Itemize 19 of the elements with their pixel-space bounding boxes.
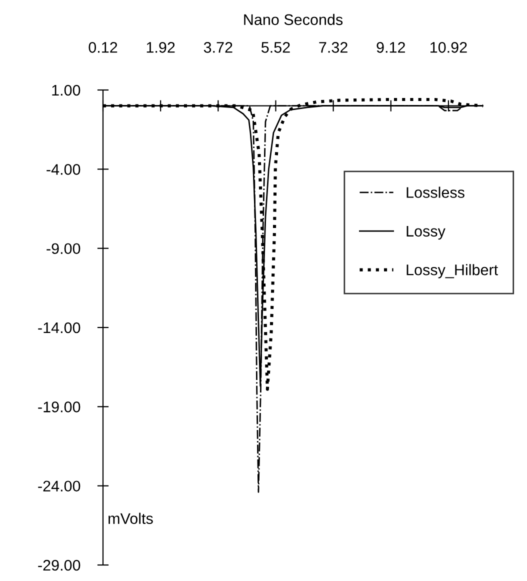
y-tick-label: 1.00 (52, 84, 80, 96)
x-tick-label: 10.92 (430, 42, 467, 53)
x-tick-label: 5.52 (261, 42, 290, 53)
legend-label: Lossless (406, 186, 464, 198)
x-tick-label: 1.92 (146, 42, 175, 53)
legend-label: Lossy (406, 226, 446, 240)
y-tick-label: -9.00 (46, 243, 80, 254)
y-tick-label: -19.00 (38, 402, 80, 412)
y-tick-label: -24.00 (38, 480, 80, 492)
x-tick-label: 7.32 (319, 42, 348, 53)
y-tick-label: -29.00 (38, 560, 80, 571)
y-axis-title: mVolts (108, 512, 153, 524)
x-tick-label: 9.12 (376, 42, 405, 53)
x-tick-label: 3.72 (204, 42, 232, 53)
x-tick-label: 0.12 (88, 42, 118, 53)
x-axis-title: Nano Seconds (244, 14, 343, 26)
y-tick-label: -14.00 (38, 322, 80, 334)
legend-label: Lossy_Hilbert (406, 264, 498, 278)
y-tick-label: -4.00 (46, 164, 80, 175)
